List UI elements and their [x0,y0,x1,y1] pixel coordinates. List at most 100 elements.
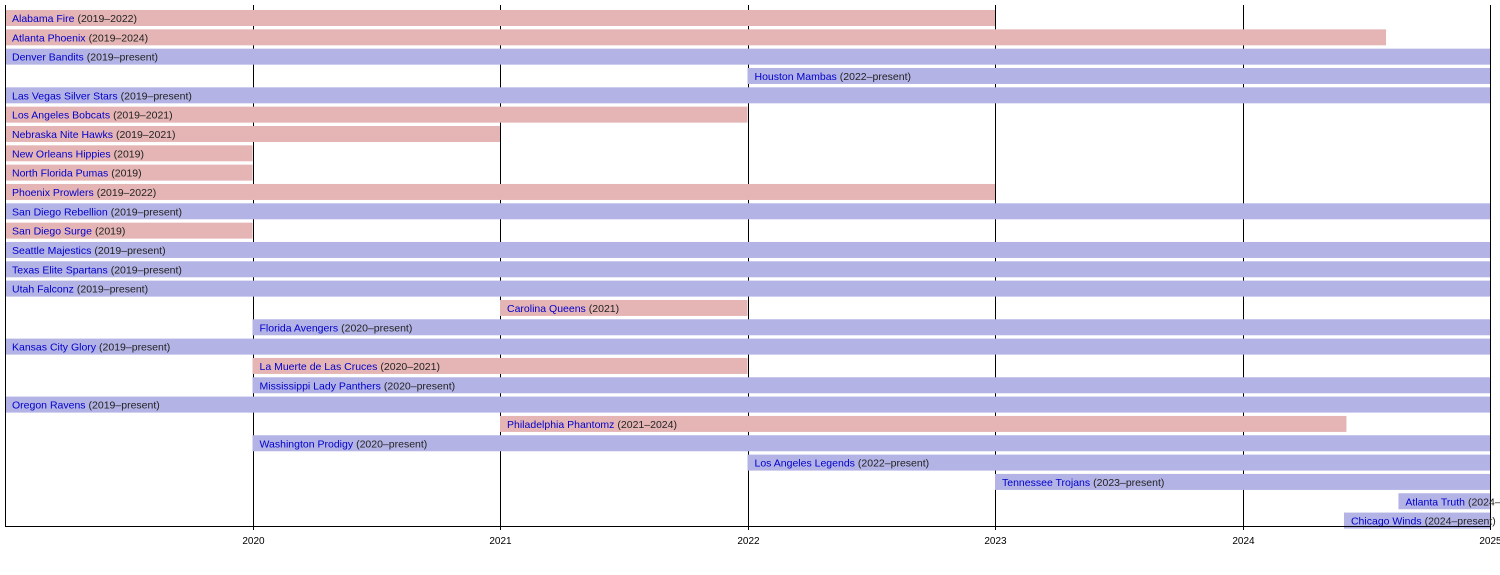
bar-active [5,48,1490,65]
bar-label: Philadelphia Phantomz (2021–2024) [507,419,677,431]
bar-defunct [5,222,253,239]
bars: Alabama Fire (2019–2022)Atlanta Phoenix (2… [5,10,1500,529]
team-link[interactable]: San Diego Rebellion [12,206,108,218]
team-link[interactable]: Kansas City Glory [12,342,97,354]
bar-label: Washington Prodigy (2020–present) [260,438,428,450]
bar-label: Carolina Queens (2021) [507,303,619,315]
bar-defunct [500,415,1347,432]
bar-label: Texas Elite Spartans (2019–present) [12,264,182,276]
bar-active [5,338,1490,355]
bar-active [5,396,1490,413]
timeline-bar-row: San Diego Surge (2019) [5,222,253,239]
bar-label: North Florida Pumas (2019) [12,168,142,180]
bar-active [5,241,1490,258]
team-link[interactable]: Washington Prodigy [260,438,354,450]
bar-label: Phoenix Prowlers (2019–2022) [12,187,156,199]
bar-label: Alabama Fire (2019–2022) [12,13,137,25]
timeline-bar-row: Las Vegas Silver Stars (2019–present) [5,87,1490,104]
team-link[interactable]: Alabama Fire [12,13,75,25]
x-tick-label: 2025 [1479,536,1500,547]
team-link[interactable]: Atlanta Phoenix [12,32,86,44]
timeline-bar-row: Alabama Fire (2019–2022) [5,10,995,26]
bar-label: San Diego Rebellion (2019–present) [12,206,182,218]
x-tick-label: 2021 [489,536,512,547]
bar-label: New Orleans Hippies (2019) [12,148,144,160]
team-years: (2019–present) [121,90,192,102]
team-years: (2019–2022) [97,187,157,199]
bar-defunct [5,164,253,181]
bar-label: Mississippi Lady Panthers (2020–present) [260,380,456,392]
team-link[interactable]: Denver Bandits [12,52,84,64]
bar-defunct [5,183,995,200]
timeline-bar-row: Denver Bandits (2019–present) [5,48,1490,65]
team-years: (2022–present) [858,458,929,470]
bar-label: Houston Mambas (2022–present) [755,71,912,83]
bar-active [1343,512,1490,529]
team-link[interactable]: Chicago Winds [1351,516,1422,528]
bar-label: Las Vegas Silver Stars (2019–present) [12,90,192,102]
team-link[interactable]: La Muerte de Las Cruces [260,361,378,373]
team-link[interactable]: Mississippi Lady Panthers [260,380,381,392]
team-link[interactable]: Phoenix Prowlers [12,187,94,199]
timeline-bar-row: New Orleans Hippies (2019) [5,145,253,162]
team-years: (2024–present) [1468,496,1500,508]
bar-label: Seattle Majestics (2019–present) [12,245,166,257]
timeline-bar-row: Atlanta Phoenix (2019–2024) [5,29,1387,46]
team-link[interactable]: Seattle Majestics [12,245,91,257]
team-years: (2022–present) [840,71,911,83]
team-years: (2019–present) [89,400,160,412]
timeline-bar-row: North Florida Pumas (2019) [5,164,253,181]
x-tick-label: 2022 [737,536,760,547]
bar-label: Atlanta Phoenix (2019–2024) [12,32,148,44]
bar-label: Utah Falconz (2019–present) [12,284,148,296]
bar-defunct [5,125,500,142]
team-link[interactable]: Nebraska Nite Hawks [12,129,113,141]
bar-defunct [5,145,253,162]
team-link[interactable]: New Orleans Hippies [12,148,111,160]
bar-defunct [500,299,748,316]
team-link[interactable]: Utah Falconz [12,284,74,296]
bar-active [252,435,1490,452]
team-link[interactable]: Tennessee Trojans [1002,477,1090,489]
bar-defunct [252,357,748,374]
bar-active [995,473,1490,490]
team-link[interactable]: Los Angeles Legends [755,458,855,470]
team-years: (2019) [114,148,144,160]
bar-label: Los Angeles Legends (2022–present) [755,458,930,470]
team-link[interactable]: Atlanta Truth [1405,496,1465,508]
timeline-bar-row: Phoenix Prowlers (2019–2022) [5,183,995,200]
team-link[interactable]: Philadelphia Phantomz [507,419,614,431]
timeline-bar-row: Florida Avengers (2020–present) [252,319,1490,336]
timeline-bar-row: Chicago Winds (2024–present) [1343,512,1496,529]
bar-label: Nebraska Nite Hawks (2019–2021) [12,129,176,141]
team-link[interactable]: Los Angeles Bobcats [12,110,110,122]
timeline-bar-row: Tennessee Trojans (2023–present) [995,473,1490,490]
team-link[interactable]: Oregon Ravens [12,400,86,412]
team-years: (2024–present) [1425,516,1496,528]
team-years: (2021) [589,303,619,315]
team-link[interactable]: Texas Elite Spartans [12,264,108,276]
team-years: (2021–2024) [617,419,677,431]
timeline-bar-row: La Muerte de Las Cruces (2020–2021) [252,357,748,374]
bar-active [5,87,1490,104]
x-tick-label: 2023 [984,536,1007,547]
team-years: (2019–2022) [77,13,137,25]
team-years: (2020–present) [384,380,455,392]
team-link[interactable]: Carolina Queens [507,303,586,315]
timeline-bar-row: Philadelphia Phantomz (2021–2024) [500,415,1347,432]
team-link[interactable]: Florida Avengers [260,322,339,334]
timeline-bar-row: Mississippi Lady Panthers (2020–present) [252,377,1490,394]
team-link[interactable]: Houston Mambas [755,71,837,83]
bar-label: Kansas City Glory (2019–present) [12,342,170,354]
bar-active [747,67,1490,84]
timeline-bar-row: Oregon Ravens (2019–present) [5,396,1490,413]
timeline-bar-row: Atlanta Truth(2024–present) [1398,493,1500,510]
team-link[interactable]: Las Vegas Silver Stars [12,90,118,102]
team-years: (2019–present) [99,342,170,354]
bar-label: La Muerte de Las Cruces (2020–2021) [260,361,440,373]
timeline-bar-row: Utah Falconz (2019–present) [5,280,1490,297]
team-link[interactable]: North Florida Pumas [12,168,108,180]
timeline-bar-row: Texas Elite Spartans (2019–present) [5,261,1490,278]
team-link[interactable]: San Diego Surge [12,226,92,238]
team-years: (2019–present) [77,284,148,296]
